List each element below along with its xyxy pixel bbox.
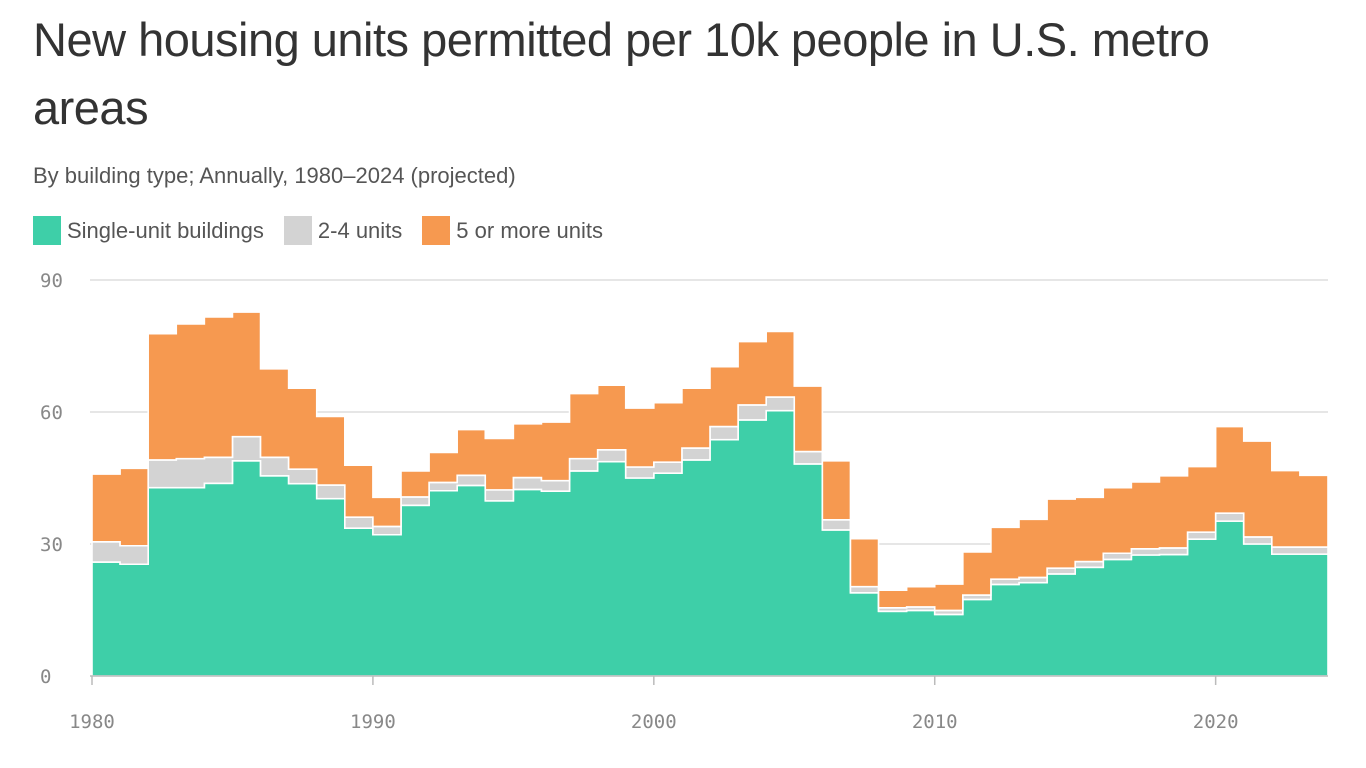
area-series-5-or-more-units bbox=[91, 311, 1329, 612]
x-tick-label-2020: 2020 bbox=[1193, 711, 1239, 733]
y-tick-label-30: 30 bbox=[40, 534, 63, 556]
y-tick-label-0: 0 bbox=[40, 666, 51, 688]
chart-legend: Single-unit buildings 2-4 units 5 or mor… bbox=[33, 216, 623, 245]
legend-item-single-unit: Single-unit buildings bbox=[33, 216, 264, 245]
chart-title: New housing units permitted per 10k peop… bbox=[33, 13, 1210, 134]
x-tick-label-2010: 2010 bbox=[912, 711, 958, 733]
legend-label-2-4-units: 2-4 units bbox=[317, 217, 403, 243]
legend-item-2-4-units: 2-4 units bbox=[283, 216, 403, 245]
y-tick-label-90: 90 bbox=[40, 270, 63, 292]
chart-subtitle: By building type; Annually, 1980–2024 (p… bbox=[33, 163, 516, 188]
legend-swatch-2-4-units bbox=[283, 216, 312, 245]
legend-label-5-plus-units: 5 or more units bbox=[456, 217, 604, 243]
x-tick-label-2000: 2000 bbox=[631, 711, 677, 733]
x-tick-label-1990: 1990 bbox=[350, 711, 396, 733]
y-tick-label-60: 60 bbox=[40, 402, 63, 424]
legend-swatch-single-unit bbox=[33, 216, 61, 245]
legend-swatch-5-plus-units bbox=[422, 216, 451, 245]
x-tick-label-1980: 1980 bbox=[69, 711, 115, 733]
legend-label-single-unit: Single-unit buildings bbox=[67, 217, 264, 243]
legend-item-5-plus-units: 5 or more units bbox=[422, 216, 603, 245]
